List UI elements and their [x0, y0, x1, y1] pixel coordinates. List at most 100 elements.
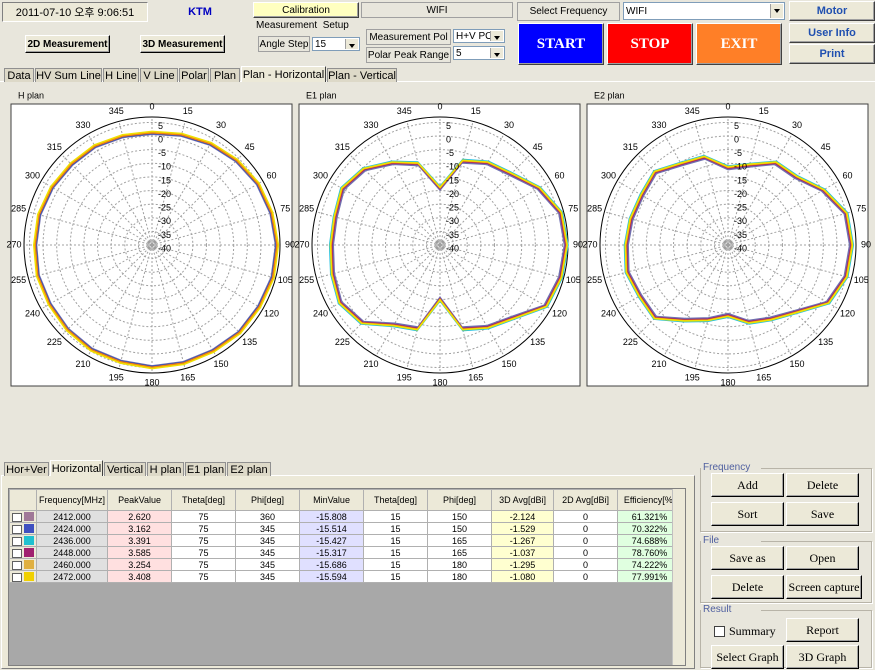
angle-label: 120 — [552, 308, 567, 318]
checkbox[interactable] — [714, 625, 725, 637]
action-button[interactable]: START — [518, 23, 604, 65]
tab[interactable]: Vertical — [104, 462, 146, 476]
grid-ring — [673, 190, 783, 300]
panel-button[interactable]: Save as — [711, 546, 784, 570]
dropdown-arrow[interactable] — [770, 4, 783, 18]
radial-tick-label: 0 — [158, 134, 163, 144]
summary-checkbox[interactable]: Summary — [714, 624, 784, 638]
table-cell: -1.267 — [491, 534, 555, 547]
model-label: KTM — [188, 6, 212, 18]
menu-button[interactable]: Print — [789, 44, 875, 64]
tab[interactable]: Polar — [179, 68, 209, 82]
pol-select[interactable]: H+V POL — [453, 29, 505, 43]
panel-button[interactable]: Delete — [711, 575, 784, 599]
menu-button[interactable]: User Info — [789, 22, 875, 43]
angle-label: 0 — [149, 101, 154, 111]
angle-label: 255 — [587, 275, 602, 285]
dropdown-arrow[interactable] — [490, 31, 503, 41]
table-cell: -15.594 — [299, 570, 365, 583]
table-cell: 2436.000 — [35, 534, 109, 547]
header-cell: Theta[deg] — [171, 489, 237, 511]
measurement-button[interactable]: 3D Measurement — [140, 35, 225, 53]
mode-label: WIFI — [361, 2, 513, 18]
grid-spoke — [40, 180, 153, 246]
dropdown-arrow[interactable] — [345, 39, 358, 49]
peak-range-select[interactable]: 5 — [453, 46, 505, 60]
tab[interactable]: Data — [4, 68, 34, 82]
tab[interactable]: HV Sum Line — [35, 68, 102, 82]
panel-button[interactable]: Report — [786, 618, 859, 642]
row-checkbox[interactable] — [12, 524, 22, 534]
tab[interactable]: E1 plan — [185, 462, 226, 476]
grid-spoke — [151, 244, 186, 369]
tab[interactable]: Plan — [210, 68, 240, 82]
row-color — [24, 511, 34, 521]
peak-range-select-value: 5 — [456, 47, 462, 59]
scrollbar[interactable] — [672, 489, 685, 665]
grid-spoke — [604, 244, 729, 279]
tab[interactable]: E2 plan — [227, 462, 271, 476]
tab[interactable]: V Line — [140, 68, 178, 82]
group-box — [700, 541, 872, 603]
table-cell: -2.124 — [491, 510, 555, 523]
angle-label: 195 — [685, 373, 700, 383]
grid-spoke — [118, 121, 153, 246]
dropdown-arrow[interactable] — [490, 48, 503, 58]
panel-button[interactable]: Select Graph — [711, 645, 784, 669]
panel-button[interactable]: Open — [786, 546, 859, 570]
table-cell: 345 — [235, 534, 301, 547]
angle-label: 45 — [245, 142, 255, 152]
tab[interactable]: H Line — [103, 68, 139, 82]
grid-spoke — [439, 154, 531, 246]
panel-button[interactable]: 3D Graph — [786, 645, 859, 669]
grid-ring — [412, 217, 468, 273]
tab[interactable]: H plan — [147, 462, 184, 476]
row-marker — [9, 534, 37, 547]
tab[interactable]: Plan - Vertical — [327, 68, 397, 82]
panel-button[interactable]: Save — [786, 502, 859, 526]
angle-label: 105 — [278, 275, 293, 285]
grid-spoke — [375, 133, 441, 246]
angle-step-select[interactable]: 15 — [312, 37, 360, 51]
table-cell: 75 — [171, 522, 237, 535]
grid-ring — [344, 149, 536, 341]
peak-range-label: Polar Peak Range — [366, 47, 451, 63]
calibration-button[interactable]: Calibration — [253, 2, 359, 18]
panel-button[interactable]: Screen capture — [786, 575, 862, 599]
center-marker — [436, 241, 444, 249]
frequency-select[interactable]: WIFI — [623, 2, 785, 20]
outer-ring — [599, 116, 857, 374]
angle-label: 225 — [623, 337, 638, 347]
row-checkbox[interactable] — [12, 536, 22, 546]
angle-label: 315 — [623, 142, 638, 152]
panel-button[interactable]: Delete — [786, 473, 859, 497]
radial-tick-label: -40 — [158, 243, 171, 253]
angle-label: 30 — [216, 120, 226, 130]
measurement-button[interactable]: 2D Measurement — [25, 35, 110, 53]
center-marker — [148, 241, 156, 249]
menu-button[interactable]: Motor — [789, 1, 875, 21]
row-checkbox[interactable] — [12, 548, 22, 558]
tab[interactable]: Horizontal — [50, 460, 103, 476]
header-cell: Theta[deg] — [363, 489, 429, 511]
tab[interactable]: Hor+Ver — [4, 462, 49, 476]
table-cell: 15 — [363, 510, 429, 523]
angle-label: 330 — [75, 120, 90, 130]
grid-spoke — [439, 180, 552, 246]
tab[interactable]: Plan - Horizontal — [241, 66, 326, 82]
panel-button[interactable]: Add — [711, 473, 784, 497]
row-checkbox[interactable] — [12, 512, 22, 522]
action-button[interactable]: EXIT — [696, 23, 782, 65]
grid-spoke — [151, 244, 217, 357]
table-cell: 15 — [363, 522, 429, 535]
radial-tick-label: -30 — [158, 216, 171, 226]
angle-label: 75 — [856, 204, 866, 214]
angle-label: 345 — [397, 106, 412, 116]
grid-spoke — [727, 133, 793, 246]
action-button[interactable]: STOP — [607, 23, 693, 65]
angle-label: 195 — [397, 373, 412, 383]
panel-button[interactable]: Sort — [711, 502, 784, 526]
row-checkbox[interactable] — [12, 572, 22, 582]
table-cell: 180 — [427, 570, 493, 583]
row-checkbox[interactable] — [12, 560, 22, 570]
